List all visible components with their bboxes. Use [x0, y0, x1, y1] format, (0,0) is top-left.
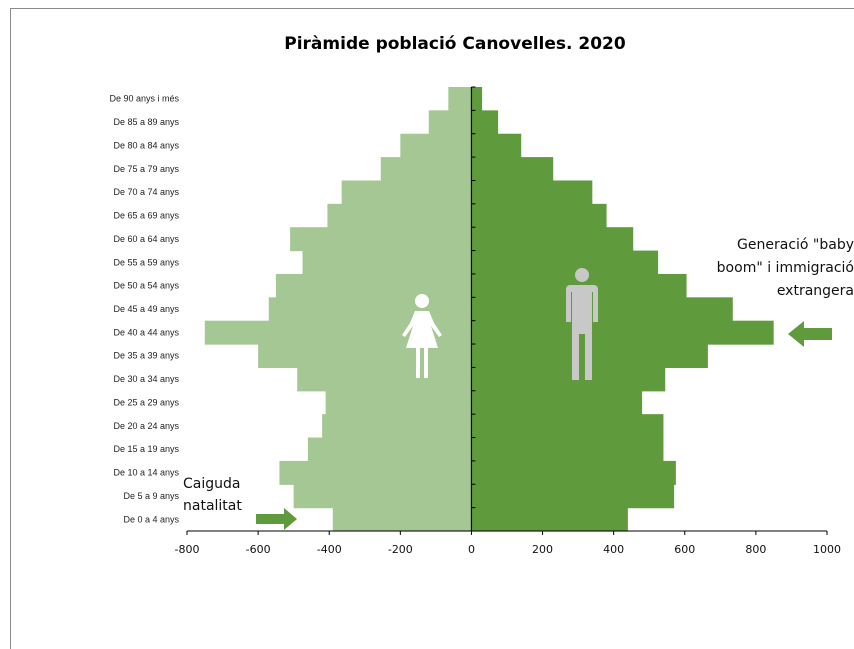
- x-tick-label-7: 600: [674, 543, 695, 556]
- female-bar-16: [400, 133, 472, 158]
- y-category-label-12: De 60 a 64 anys: [113, 234, 179, 244]
- right-arrow-icon: [256, 508, 297, 530]
- male-bar-15: [471, 157, 554, 182]
- annotation-baby-boom-line-2: boom" i immigració: [717, 260, 854, 276]
- y-category-label-3: De 15 a 19 anys: [113, 444, 179, 454]
- male-icon: [566, 268, 598, 380]
- y-category-label-13: De 65 a 69 anys: [113, 211, 179, 221]
- female-bar-15: [380, 157, 472, 182]
- x-tick-label-1: -600: [246, 543, 271, 556]
- male-bar-13: [471, 203, 607, 228]
- y-category-label-7: De 35 a 39 anys: [113, 351, 179, 361]
- male-bar-11: [471, 250, 659, 275]
- annotation-natalitat-line-1: Caiguda: [183, 476, 240, 492]
- female-bar-10: [275, 273, 472, 298]
- female-bar-2: [279, 460, 472, 485]
- female-bar-11: [302, 250, 472, 275]
- female-bar-13: [327, 203, 472, 228]
- y-category-label-2: De 10 a 14 anys: [113, 468, 179, 478]
- female-bar-1: [293, 484, 472, 509]
- y-category-label-9: De 45 a 49 anys: [113, 304, 179, 314]
- male-bar-8: [471, 320, 774, 345]
- y-category-label-14: De 70 a 74 anys: [113, 187, 179, 197]
- x-tick-label-5: 200: [532, 543, 553, 556]
- x-tick-label-0: -800: [175, 543, 200, 556]
- y-category-label-11: De 55 a 59 anys: [113, 257, 179, 267]
- female-bar-9: [268, 297, 472, 322]
- y-category-label-4: De 20 a 24 anys: [113, 421, 179, 431]
- male-bar-18: [471, 87, 483, 111]
- axes-group: [186, 86, 828, 535]
- male-bar-17: [471, 110, 499, 135]
- y-category-label-1: De 5 a 9 anys: [123, 491, 179, 501]
- annotation-baby-boom-line-1: Generació "baby: [737, 237, 854, 253]
- male-bar-0: [471, 507, 628, 532]
- male-bar-16: [471, 133, 522, 158]
- bars-group: [204, 87, 774, 532]
- y-category-label-6: De 30 a 34 anys: [113, 374, 179, 384]
- y-category-label-5: De 25 a 29 anys: [113, 397, 179, 407]
- male-bar-3: [471, 437, 664, 462]
- left-arrow-icon: [788, 321, 832, 347]
- x-tick-label-9: 1000: [813, 543, 841, 556]
- y-category-label-16: De 80 a 84 anys: [113, 140, 179, 150]
- y-category-label-18: De 90 anys i més: [109, 94, 179, 104]
- male-bar-5: [471, 390, 643, 415]
- y-category-label-0: De 0 a 4 anys: [123, 514, 179, 524]
- male-bar-4: [471, 414, 664, 439]
- x-tick-label-8: 800: [745, 543, 766, 556]
- annotation-natalitat-line-2: natalitat: [183, 498, 242, 514]
- x-tick-label-6: 400: [603, 543, 624, 556]
- female-bar-18: [448, 87, 472, 111]
- female-bar-17: [428, 110, 472, 135]
- y-category-label-8: De 40 a 44 anys: [113, 327, 179, 337]
- chart-title: Piràmide població Canovelles. 2020: [284, 34, 626, 54]
- y-category-label-15: De 75 a 79 anys: [113, 164, 179, 174]
- y-category-label-10: De 50 a 54 anys: [113, 281, 179, 291]
- male-bar-6: [471, 367, 666, 392]
- x-tick-label-2: -400: [317, 543, 342, 556]
- y-tick-labels: De 0 a 4 anys De 5 a 9 anys De 10 a 14 any…: [109, 94, 179, 525]
- female-bar-4: [322, 414, 472, 439]
- chart-frame: [10, 8, 854, 649]
- annotation-natalitat: Caiguda natalitat: [183, 476, 297, 530]
- female-bar-14: [341, 180, 472, 205]
- x-tick-label-4: 0: [468, 543, 475, 556]
- female-bar-0: [332, 507, 472, 532]
- male-bar-9: [471, 297, 733, 322]
- y-category-label-17: De 85 a 89 anys: [113, 117, 179, 127]
- female-bar-12: [290, 227, 472, 252]
- male-bar-2: [471, 460, 676, 485]
- female-bar-6: [297, 367, 472, 392]
- male-bar-12: [471, 227, 634, 252]
- x-tick-labels: -800 -600 -400 -200 0 200 400 600 800 1000: [175, 543, 841, 556]
- female-bar-8: [204, 320, 472, 345]
- female-icon: [402, 294, 442, 378]
- female-bar-5: [325, 390, 472, 415]
- annotation-baby-boom: Generació "baby boom" i immigració extra…: [717, 237, 854, 347]
- male-bar-14: [471, 180, 593, 205]
- female-bar-3: [307, 437, 472, 462]
- x-tick-label-3: -200: [388, 543, 413, 556]
- female-bar-7: [258, 344, 472, 369]
- annotation-baby-boom-line-3: extrangera: [777, 283, 854, 299]
- male-bar-1: [471, 484, 675, 509]
